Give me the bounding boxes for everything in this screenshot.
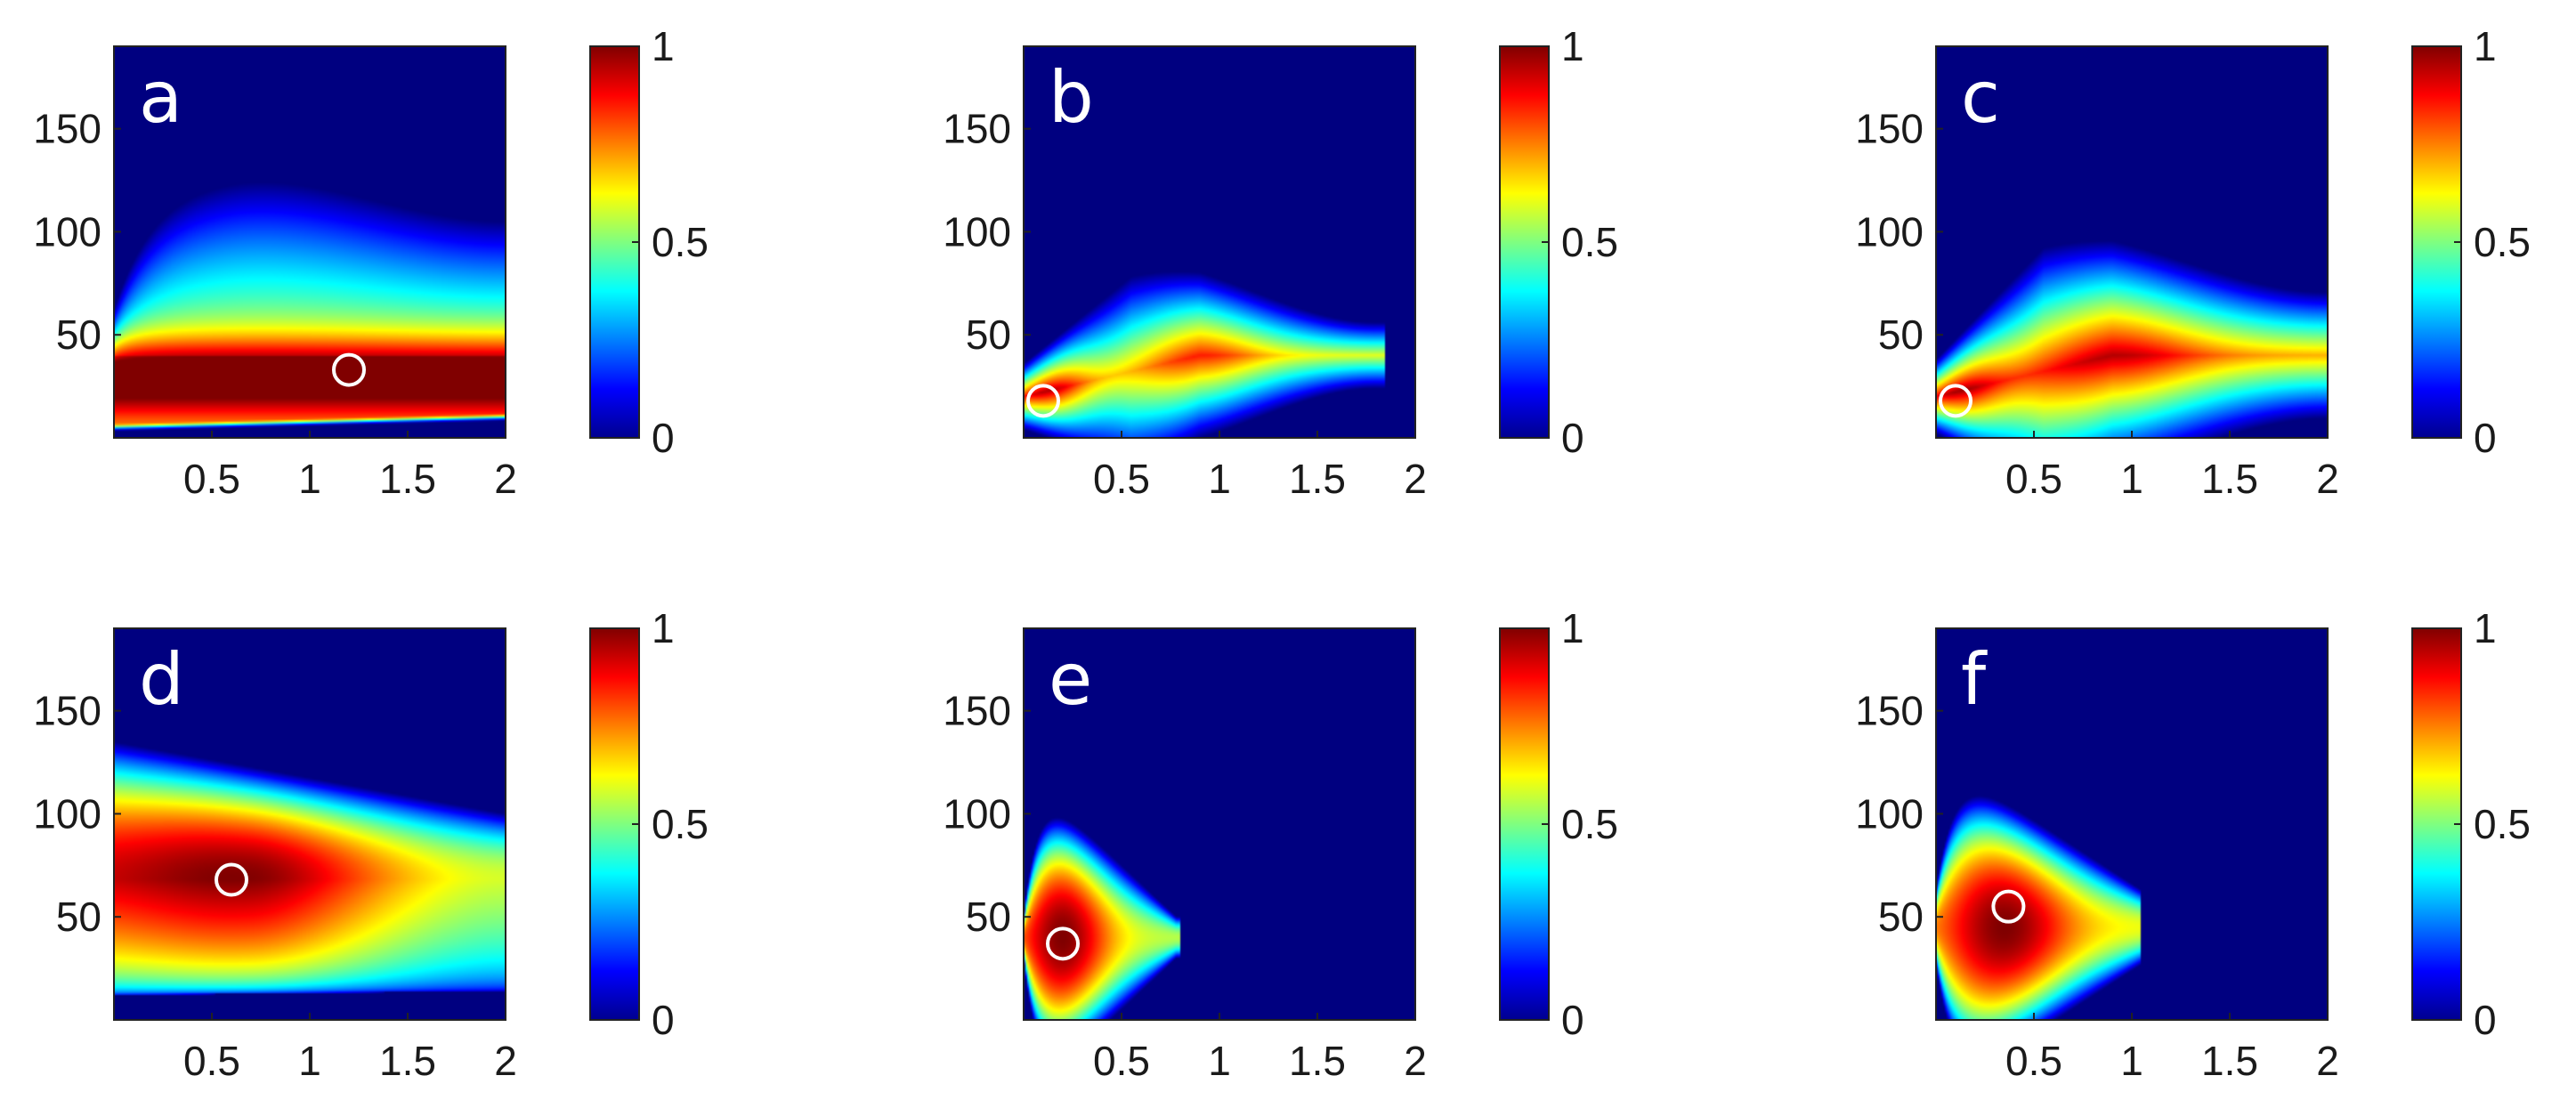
colorbar-tick-label: 0.5 [2474, 219, 2531, 265]
x-tick-label: 0.5 [183, 456, 240, 502]
panel-a: a 0.5 1 1.5 2 50 100 150 0 0.5 1 [33, 23, 709, 502]
x-tick-label: 1 [298, 1038, 321, 1084]
y-tick-label: 100 [943, 208, 1011, 255]
x-tick-label: 0.5 [1093, 456, 1150, 502]
heatmap-image [1024, 628, 1415, 1020]
x-tick-label: 1 [1208, 1038, 1231, 1084]
optimum-marker [332, 352, 366, 387]
y-tick-label: 150 [1855, 688, 1924, 734]
colorbar-tick-label: 0.5 [2474, 801, 2531, 847]
colorbar-tick-label: 0.5 [1561, 219, 1618, 265]
x-tick-label: 1.5 [2201, 1038, 2258, 1084]
x-tick-label: 2 [2316, 456, 2339, 502]
heatmap-image [114, 628, 506, 1020]
y-tick-label: 100 [1855, 790, 1924, 837]
colorbar-tick-label: 0 [652, 415, 675, 461]
x-tick-label: 0.5 [183, 1038, 240, 1084]
optimum-marker [1991, 889, 2026, 924]
colorbar-tick-label: 1 [652, 23, 675, 69]
x-tick-label: 1 [298, 456, 321, 502]
y-tick-label: 150 [1855, 106, 1924, 152]
y-tick-label: 50 [56, 894, 101, 940]
colorbar-tick-label: 0.5 [652, 219, 709, 265]
x-tick-label: 0.5 [1093, 1038, 1150, 1084]
colorbar-tick-label: 0 [652, 997, 675, 1043]
colorbar [2411, 627, 2462, 1021]
colorbar [1499, 45, 1550, 439]
x-tick-label: 1 [2120, 1038, 2143, 1084]
y-tick-label: 100 [33, 790, 101, 837]
panel-label: c [1961, 56, 2000, 139]
colorbar [589, 627, 640, 1021]
colorbar-tick-label: 1 [652, 605, 675, 651]
colorbar-tick-label: 1 [1561, 605, 1584, 651]
x-tick-label: 2 [494, 456, 517, 502]
x-tick-label: 2 [494, 1038, 517, 1084]
colorbar-tick-label: 0 [2474, 997, 2497, 1043]
y-tick-label: 50 [966, 894, 1011, 940]
colorbar-tick-label: 1 [2474, 23, 2497, 69]
panel-e: e 0.5 1 1.5 2 50 100 150 0 0.5 1 [943, 605, 1618, 1084]
panel-label: b [1049, 56, 1094, 139]
colorbar-tick-label: 1 [1561, 23, 1584, 69]
y-tick-label: 150 [943, 688, 1011, 734]
x-tick-label: 1.5 [379, 456, 436, 502]
panel-label: d [139, 638, 184, 721]
y-tick-label: 150 [943, 106, 1011, 152]
y-tick-label: 50 [56, 311, 101, 358]
optimum-marker [1939, 384, 1973, 418]
panel-label: e [1049, 638, 1092, 721]
panel-f: f 0.5 1 1.5 2 50 100 150 0 0.5 1 [1855, 605, 2531, 1084]
heatmap-image [1936, 628, 2328, 1020]
x-tick-label: 1 [2120, 456, 2143, 502]
x-tick-label: 1.5 [379, 1038, 436, 1084]
y-tick-label: 50 [1878, 311, 1924, 358]
y-tick-label: 50 [966, 311, 1011, 358]
heatmap-image [1024, 46, 1415, 438]
x-tick-label: 2 [1404, 1038, 1427, 1084]
heatmap-image [114, 46, 506, 438]
y-tick-label: 50 [1878, 894, 1924, 940]
y-tick-label: 150 [33, 106, 101, 152]
optimum-marker [215, 862, 248, 897]
colorbar-tick-label: 0.5 [1561, 801, 1618, 847]
panel-label: a [139, 56, 182, 139]
panel-label: f [1961, 638, 1988, 721]
y-tick-label: 100 [33, 208, 101, 255]
y-tick-label: 100 [1855, 208, 1924, 255]
colorbar-tick-label: 1 [2474, 605, 2497, 651]
colorbar-tick-label: 0 [1561, 415, 1584, 461]
x-tick-label: 2 [1404, 456, 1427, 502]
colorbar [589, 45, 640, 439]
x-tick-label: 2 [2316, 1038, 2339, 1084]
panel-b: b 0.5 1 1.5 2 50 100 150 0 0.5 1 [943, 23, 1618, 502]
y-tick-label: 100 [943, 790, 1011, 837]
heatmap-image [1936, 46, 2328, 438]
panel-c: c 0.5 1 1.5 2 50 100 150 0 0.5 1 [1855, 23, 2531, 502]
colorbar [1499, 627, 1550, 1021]
x-tick-label: 0.5 [2005, 456, 2062, 502]
colorbar-tick-label: 0 [1561, 997, 1584, 1043]
x-tick-label: 1.5 [1289, 1038, 1346, 1084]
x-tick-label: 1.5 [1289, 456, 1346, 502]
optimum-marker [1046, 926, 1080, 961]
colorbar-tick-label: 0 [2474, 415, 2497, 461]
colorbar [2411, 45, 2462, 439]
x-tick-label: 1 [1208, 456, 1231, 502]
x-tick-label: 1.5 [2201, 456, 2258, 502]
x-tick-label: 0.5 [2005, 1038, 2062, 1084]
y-tick-label: 150 [33, 688, 101, 734]
optimum-marker [1026, 384, 1060, 418]
colorbar-tick-label: 0.5 [652, 801, 709, 847]
panel-d: d 0.5 1 1.5 2 50 100 150 0 0.5 1 [33, 605, 709, 1084]
